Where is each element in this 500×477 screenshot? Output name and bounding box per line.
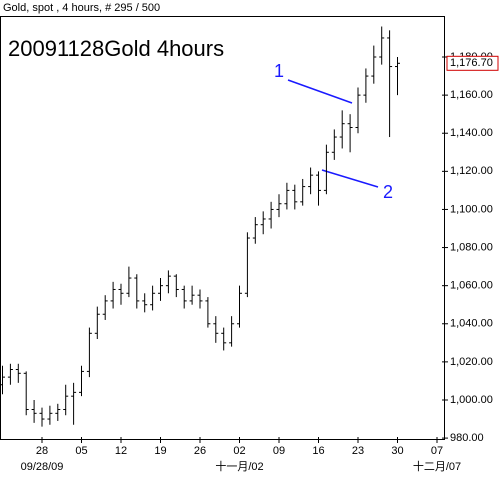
x-tick-label: 12 — [115, 445, 127, 457]
chart-header: Gold, spot , 4 hours, # 295 / 500 — [3, 2, 160, 14]
y-tick-label: 1,120.00 — [450, 165, 493, 177]
x-tick-label: 16 — [312, 445, 324, 457]
last-price-box — [446, 55, 499, 71]
y-tick-label: 1,140.00 — [450, 127, 493, 139]
x-sub-label: 十一月/02 — [215, 459, 263, 473]
y-tick-label: 1,000.00 — [450, 394, 493, 406]
x-tick-label: 28 — [36, 445, 48, 457]
x-tick-label: 26 — [194, 445, 206, 457]
annotation-line — [321, 169, 379, 188]
x-tick-label: 19 — [154, 445, 166, 457]
x-tick-label: 30 — [391, 445, 403, 457]
annotation-label: 1 — [274, 61, 284, 81]
y-tick-label: 1,160.00 — [450, 89, 493, 101]
y-tick-label: 1,060.00 — [450, 280, 493, 292]
annotation-label: 2 — [383, 182, 393, 202]
x-tick-label: 02 — [233, 445, 245, 457]
annotation-line — [287, 79, 353, 104]
y-tick-label: 1,040.00 — [450, 318, 493, 330]
x-tick-label: 09 — [273, 445, 285, 457]
y-tick-label: 1,100.00 — [450, 203, 493, 215]
x-sub-label: 十二月/07 — [413, 459, 461, 473]
y-tick-label: 1,080.00 — [450, 241, 493, 253]
x-tick-label: 05 — [75, 445, 87, 457]
chart-title: 20091128Gold 4hours — [8, 36, 224, 61]
x-tick-label: 07 — [431, 445, 443, 457]
y-tick-label: 980.00 — [450, 432, 484, 444]
x-tick-label: 23 — [352, 445, 364, 457]
plot-frame — [0, 16, 445, 440]
last-price-label: 1,176.70 — [450, 57, 493, 69]
x-sub-label: 09/28/09 — [21, 461, 64, 473]
y-tick-label: 1,020.00 — [450, 356, 493, 368]
